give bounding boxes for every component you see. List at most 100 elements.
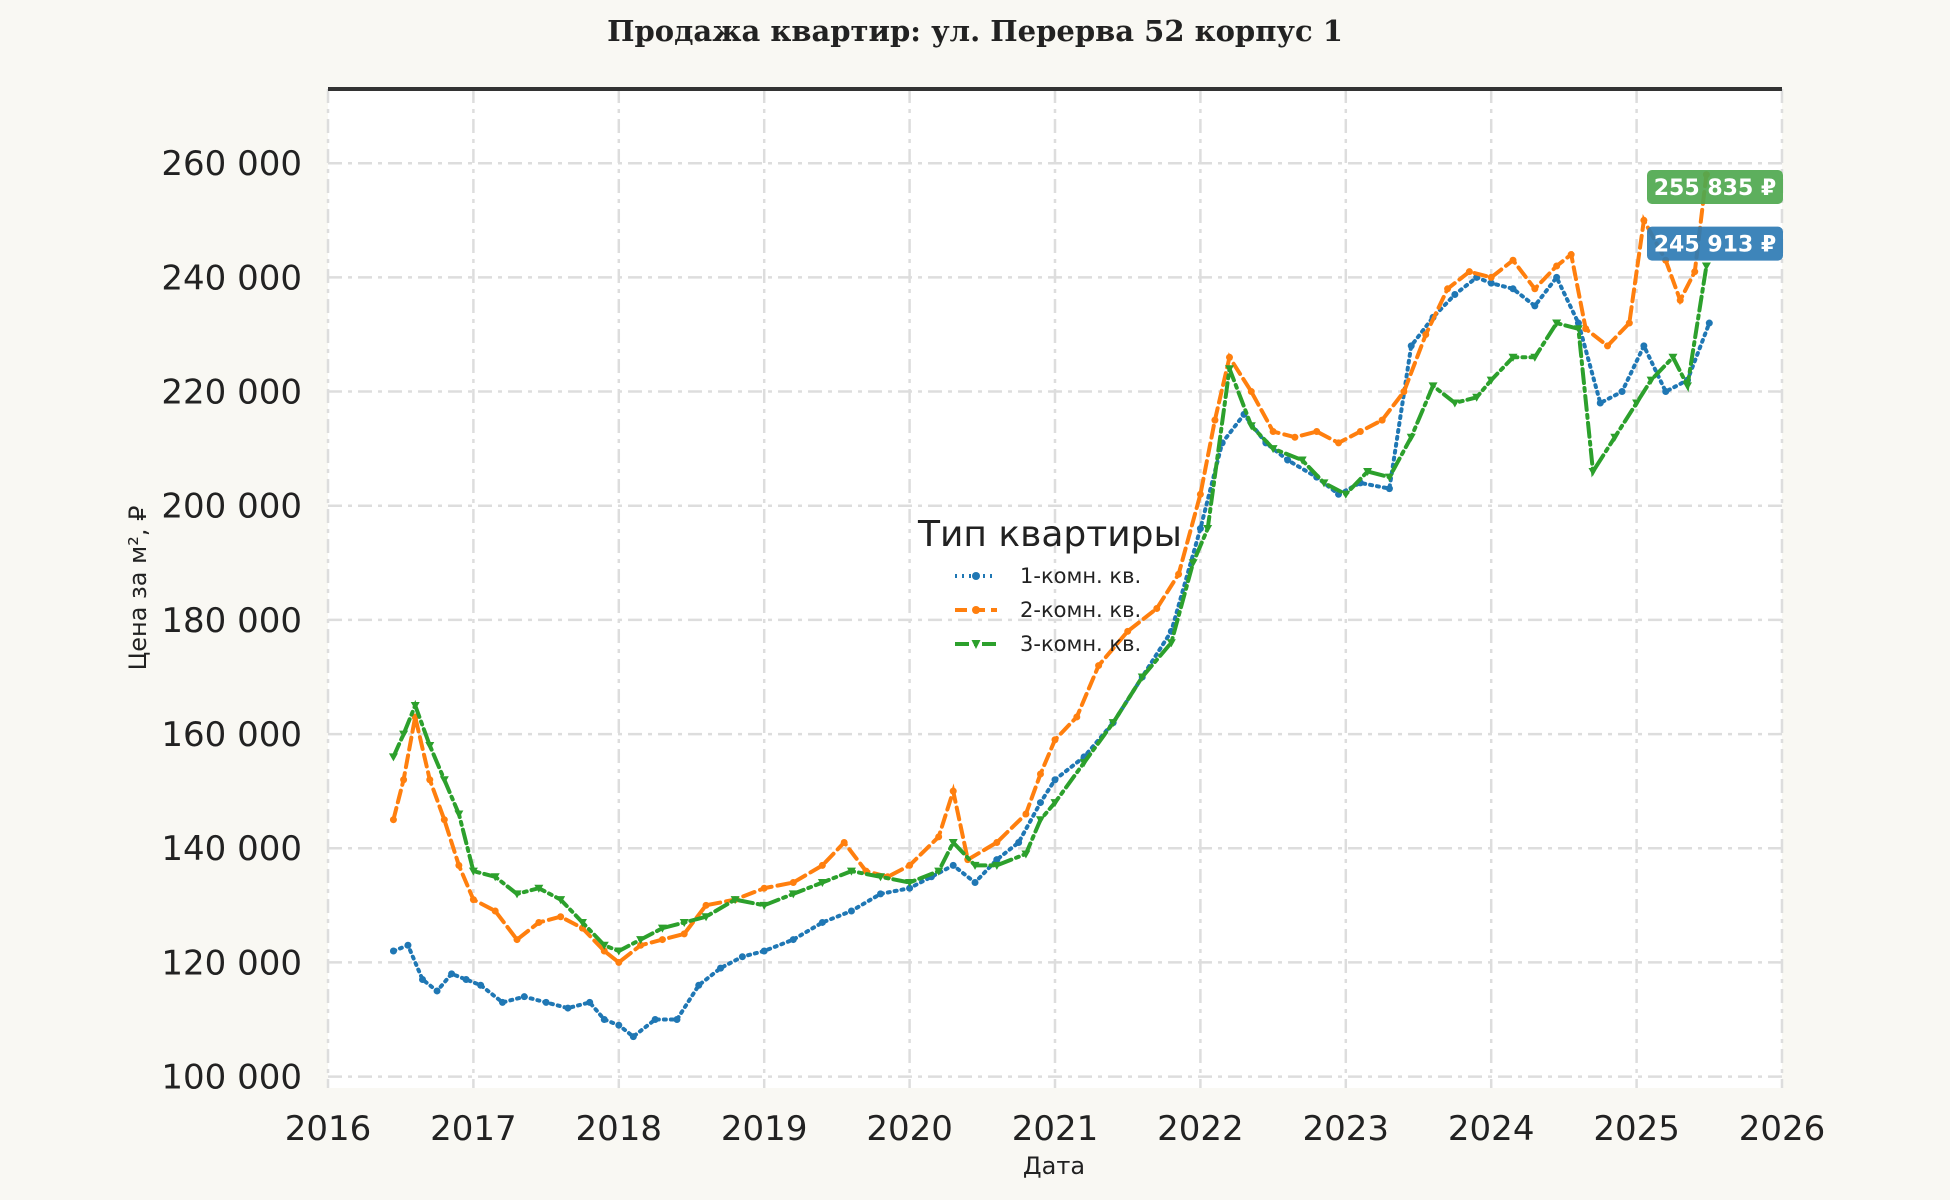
data-point bbox=[600, 947, 608, 955]
data-point bbox=[1341, 490, 1351, 499]
data-point bbox=[1640, 342, 1648, 350]
data-point bbox=[1051, 736, 1059, 744]
data-point bbox=[1137, 673, 1147, 682]
data-point bbox=[1335, 439, 1343, 447]
data-point bbox=[658, 936, 666, 944]
data-point bbox=[556, 896, 566, 905]
y-tick-label: 260 000 bbox=[161, 144, 302, 184]
data-point bbox=[695, 981, 703, 989]
data-point bbox=[419, 976, 427, 984]
data-point bbox=[1021, 850, 1031, 859]
data-point bbox=[876, 873, 886, 882]
data-point bbox=[1378, 416, 1386, 424]
legend-label: 2-комн. кв. bbox=[1020, 598, 1141, 622]
data-point bbox=[1246, 422, 1256, 431]
data-point bbox=[637, 941, 645, 949]
data-point bbox=[1508, 353, 1518, 362]
x-tick-label: 2021 bbox=[1012, 1109, 1099, 1149]
data-point bbox=[949, 787, 957, 795]
data-point bbox=[1196, 490, 1204, 498]
data-point bbox=[410, 702, 420, 711]
data-point bbox=[1384, 473, 1394, 482]
y-tick-label: 140 000 bbox=[161, 829, 302, 869]
data-point bbox=[1022, 810, 1030, 818]
data-point bbox=[1451, 291, 1459, 299]
data-point bbox=[1036, 770, 1044, 778]
data-point bbox=[490, 873, 500, 882]
data-point bbox=[389, 816, 397, 824]
data-point bbox=[1073, 713, 1081, 721]
data-point bbox=[535, 918, 543, 926]
data-point bbox=[1247, 388, 1255, 396]
data-point bbox=[1705, 319, 1713, 327]
data-point bbox=[599, 941, 609, 950]
data-point bbox=[491, 907, 499, 915]
legend-marker bbox=[972, 572, 980, 580]
data-point bbox=[1035, 816, 1045, 825]
data-point bbox=[1450, 399, 1460, 408]
data-point bbox=[1407, 342, 1415, 350]
data-point bbox=[1444, 285, 1452, 293]
data-point bbox=[400, 776, 408, 784]
data-point bbox=[455, 861, 463, 869]
data-point bbox=[1553, 273, 1561, 281]
badge-box bbox=[1647, 226, 1783, 261]
data-point bbox=[1640, 216, 1648, 224]
data-point bbox=[1682, 382, 1692, 391]
data-point bbox=[1051, 776, 1059, 784]
data-point bbox=[614, 947, 624, 956]
data-point bbox=[1465, 268, 1473, 276]
y-tick-label: 120 000 bbox=[161, 943, 302, 983]
data-point bbox=[789, 878, 797, 886]
data-point bbox=[469, 896, 477, 904]
data-point bbox=[788, 890, 798, 899]
data-point bbox=[1356, 428, 1364, 436]
data-point bbox=[1472, 393, 1482, 402]
y-tick-label: 100 000 bbox=[161, 1058, 302, 1098]
data-point bbox=[534, 884, 544, 893]
data-point bbox=[1153, 604, 1161, 612]
data-point bbox=[679, 918, 689, 927]
data-point bbox=[440, 816, 448, 824]
data-point bbox=[454, 810, 464, 819]
data-point bbox=[1646, 376, 1656, 385]
data-point bbox=[1610, 433, 1620, 442]
data-point bbox=[1691, 268, 1699, 276]
data-point bbox=[629, 1033, 637, 1041]
grid bbox=[326, 89, 1784, 1088]
data-point bbox=[971, 878, 979, 886]
data-point bbox=[1487, 273, 1495, 281]
data-point bbox=[542, 998, 550, 1006]
data-point bbox=[847, 907, 855, 915]
badge-label: 245 913 ₽ bbox=[1654, 233, 1776, 258]
data-point bbox=[1050, 799, 1060, 808]
x-axis-label: Дата bbox=[1023, 1152, 1085, 1180]
data-point bbox=[388, 753, 398, 762]
data-point bbox=[1313, 428, 1321, 436]
data-point bbox=[818, 861, 826, 869]
x-tick-label: 2026 bbox=[1739, 1109, 1826, 1149]
value-badges: 255 835 ₽ 245 913 ₽ bbox=[1647, 169, 1783, 261]
data-point bbox=[1531, 302, 1539, 310]
data-point bbox=[1036, 799, 1044, 807]
data-point bbox=[448, 970, 456, 978]
data-point bbox=[577, 918, 587, 927]
x-tick-label: 2017 bbox=[430, 1109, 517, 1149]
data-point bbox=[520, 993, 528, 1001]
legend-label: 3-комн. кв. bbox=[1020, 632, 1141, 656]
data-point bbox=[1574, 319, 1582, 327]
data-point bbox=[1428, 382, 1438, 391]
badge-label: 255 835 ₽ bbox=[1654, 176, 1776, 201]
data-point bbox=[1015, 839, 1023, 847]
data-point bbox=[1079, 759, 1089, 768]
data-point bbox=[1604, 342, 1612, 350]
data-point bbox=[1596, 399, 1604, 407]
data-point bbox=[468, 867, 478, 876]
data-point bbox=[498, 998, 506, 1006]
series-layer bbox=[388, 171, 1713, 1041]
data-point bbox=[557, 913, 565, 921]
badge-box bbox=[1647, 169, 1783, 204]
data-point bbox=[512, 890, 522, 899]
data-point bbox=[1224, 365, 1234, 374]
